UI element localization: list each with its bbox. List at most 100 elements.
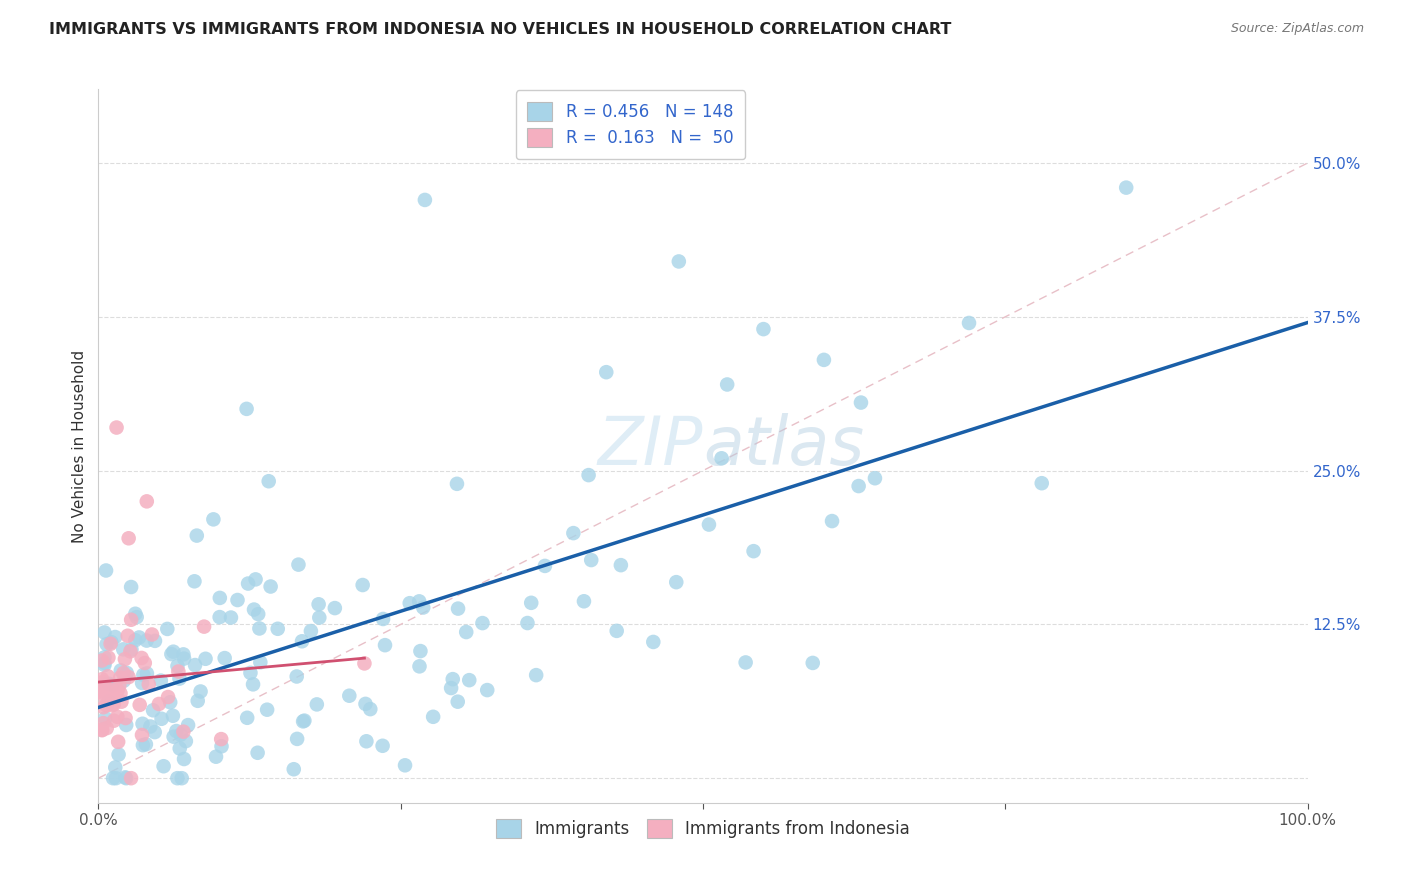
Point xyxy=(440,681,463,695)
Y-axis label: No Vehicles in Household: No Vehicles in Household xyxy=(72,350,87,542)
Point xyxy=(124,633,146,648)
Point xyxy=(308,597,330,611)
Point xyxy=(104,771,127,785)
Point xyxy=(447,601,470,615)
Point xyxy=(134,656,156,670)
Point xyxy=(516,615,538,630)
Point xyxy=(356,734,378,748)
Point xyxy=(97,694,120,708)
Point xyxy=(183,574,205,589)
Point xyxy=(446,476,468,491)
Point xyxy=(103,714,125,728)
Point xyxy=(441,672,464,686)
Point xyxy=(697,517,720,532)
Point xyxy=(337,689,360,703)
Point xyxy=(91,723,114,738)
Point xyxy=(94,564,117,578)
Point xyxy=(242,677,264,691)
Point xyxy=(169,741,191,756)
Point xyxy=(245,573,267,587)
Point xyxy=(114,770,136,784)
Point xyxy=(96,721,118,735)
Point xyxy=(408,659,430,673)
Point xyxy=(135,494,157,508)
Point xyxy=(595,365,617,379)
Point xyxy=(156,622,179,636)
Point xyxy=(267,622,290,636)
Point xyxy=(132,668,155,682)
Point xyxy=(91,672,114,686)
Point xyxy=(813,352,835,367)
Point xyxy=(101,678,124,692)
Point xyxy=(117,629,139,643)
Point xyxy=(143,725,166,739)
Point xyxy=(152,759,174,773)
Point xyxy=(354,697,377,711)
Point xyxy=(801,656,824,670)
Point xyxy=(374,638,396,652)
Point xyxy=(159,695,181,709)
Text: ZIP: ZIP xyxy=(598,413,703,479)
Point xyxy=(219,610,242,624)
Point xyxy=(408,594,430,608)
Point xyxy=(742,544,765,558)
Point xyxy=(285,731,308,746)
Point xyxy=(94,711,117,725)
Point xyxy=(124,607,146,621)
Point xyxy=(120,580,142,594)
Point xyxy=(148,697,170,711)
Point xyxy=(606,624,628,638)
Point xyxy=(259,580,281,594)
Point xyxy=(115,718,138,732)
Point xyxy=(394,758,416,772)
Point xyxy=(716,377,738,392)
Point xyxy=(291,634,314,648)
Point xyxy=(208,591,231,605)
Point xyxy=(184,658,207,673)
Point xyxy=(209,732,232,747)
Point xyxy=(131,676,153,690)
Point xyxy=(135,633,157,648)
Point xyxy=(121,642,143,657)
Point xyxy=(173,651,195,665)
Point xyxy=(643,635,665,649)
Point xyxy=(91,681,114,695)
Text: atlas: atlas xyxy=(703,413,865,479)
Point xyxy=(246,746,269,760)
Point xyxy=(957,316,980,330)
Point xyxy=(91,675,114,690)
Point xyxy=(169,672,191,686)
Point xyxy=(131,716,153,731)
Point xyxy=(160,647,183,661)
Point xyxy=(108,679,131,693)
Point xyxy=(107,747,129,762)
Point xyxy=(118,531,141,545)
Point xyxy=(114,652,136,666)
Point xyxy=(105,420,128,434)
Point xyxy=(128,698,150,712)
Point xyxy=(149,673,172,688)
Point xyxy=(174,734,197,748)
Point xyxy=(668,254,690,268)
Point xyxy=(323,601,346,615)
Point xyxy=(562,526,585,541)
Point xyxy=(135,666,157,681)
Point xyxy=(172,724,194,739)
Point xyxy=(863,471,886,485)
Legend: Immigrants, Immigrants from Indonesia: Immigrants, Immigrants from Indonesia xyxy=(489,812,917,845)
Point xyxy=(177,718,200,732)
Point xyxy=(202,512,225,526)
Point xyxy=(107,683,129,698)
Point xyxy=(849,395,872,409)
Point xyxy=(172,648,194,662)
Point xyxy=(471,616,494,631)
Point xyxy=(257,474,280,488)
Point xyxy=(115,665,138,680)
Point xyxy=(578,468,600,483)
Point xyxy=(91,716,114,731)
Point xyxy=(96,698,118,712)
Point xyxy=(110,664,132,678)
Point xyxy=(422,710,444,724)
Point xyxy=(409,644,432,658)
Point xyxy=(104,760,127,774)
